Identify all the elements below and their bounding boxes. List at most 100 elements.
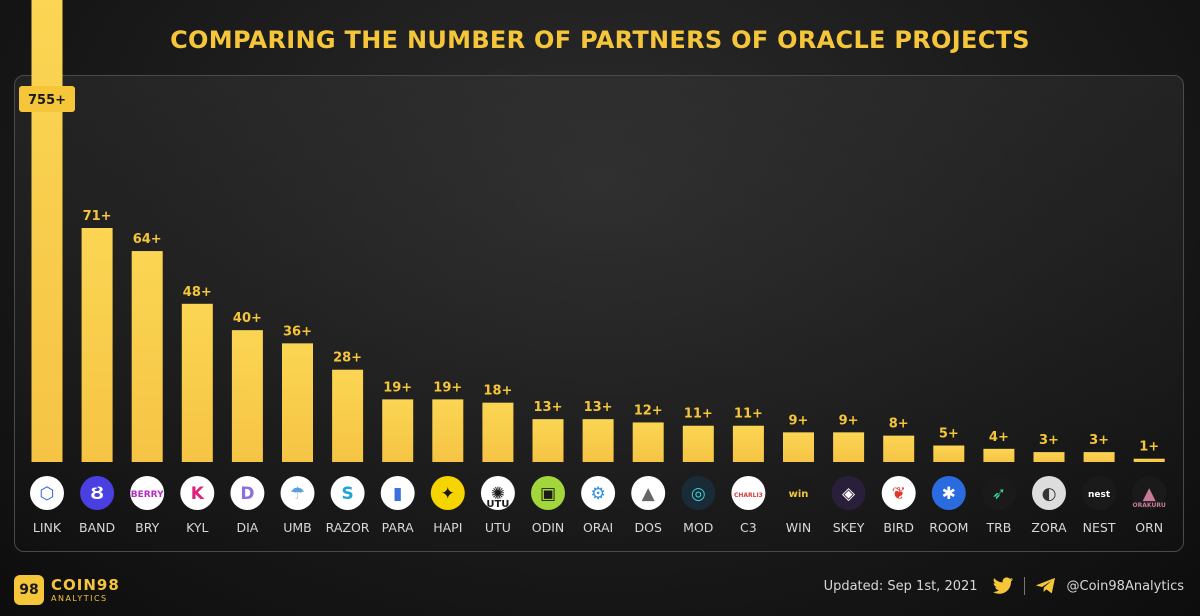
bar-win [783,432,814,462]
tick-label-dia: DIA [236,520,258,535]
data-label-trb: 4+ [989,430,1009,445]
dia-glyph: D [240,484,254,504]
nest-icon [1082,476,1117,510]
footer-info: Updated: Sep 1st, 2021 @Coin98Analytics [824,577,1184,595]
bar-link [31,0,63,462]
bar-zora [1033,452,1065,462]
handle: @Coin98Analytics [1066,578,1184,594]
orai-glyph: ⚙ [590,484,605,504]
tick-label-odin: ODIN [532,520,565,535]
data-label-room: 5+ [939,427,959,442]
wink-wordmark: win [789,489,809,500]
para-glyph: ▮ [393,484,402,504]
hapi-icon [430,476,465,510]
utu-icon [480,476,515,510]
kylin-icon [180,476,215,510]
data-label-band: 71+ [83,209,112,224]
tick-label-orai: ORAI [583,520,613,535]
zora-glyph: ◐ [1042,484,1057,504]
twitter-icon[interactable] [992,577,1014,595]
data-label-utu: 18+ [483,384,512,399]
bar-band [81,228,113,462]
bar-utu [482,402,514,462]
utu-glyph: ✺ [491,484,505,504]
data-label-link: 755+ [28,93,66,108]
tick-label-razor: RAZOR [326,520,370,535]
bar-trb [983,448,1015,462]
bar-mod [682,425,714,462]
bar-dos [632,422,664,462]
mod-glyph: ◎ [691,484,706,504]
telegram-icon[interactable] [1035,577,1057,595]
bar-c3 [732,425,764,462]
wink-icon [781,476,816,510]
berry-wordmark: BERRY [131,490,164,500]
bar-nest [1083,452,1115,462]
bar-bry [131,251,163,462]
para-icon [380,476,415,510]
tick-label-utu: UTU [485,520,511,535]
utu-wordmark: UTU [486,499,509,510]
chainlink-glyph: ⬡ [40,484,55,504]
skey-icon [831,476,866,510]
charli3-wordmark: CHARLI3 [734,492,763,499]
bar-kyl [181,303,213,462]
data-label-orai: 13+ [584,400,613,415]
data-label-orn: 1+ [1139,440,1159,455]
data-label-zora: 3+ [1039,433,1059,448]
tick-label-mod: MOD [683,520,713,535]
orakuru-icon [1132,476,1167,510]
footer-separator [1023,577,1025,595]
tick-label-band: BAND [79,520,115,535]
room-glyph: ✱ [942,484,956,504]
razor-glyph: S [341,484,353,504]
tellor-icon [981,476,1016,510]
umbrella-glyph: ☂ [290,484,305,504]
bar-skey [833,432,865,462]
chart-title: COMPARING THE NUMBER OF PARTNERS OF ORAC… [170,26,1030,54]
tick-label-win: WIN [786,520,811,535]
tick-label-bry: BRY [135,520,159,535]
data-label-kyl: 48+ [183,285,212,300]
outlier-label-box [19,86,75,112]
bar-razor [332,369,364,462]
tick-label-trb: TRB [985,520,1011,535]
orakuru-wordmark: ORAKURU [1133,502,1166,509]
tick-label-c3: C3 [740,520,757,535]
tick-label-orn: ORN [1135,520,1163,535]
berry-icon [130,476,165,510]
data-label-odin: 13+ [534,400,563,415]
brand-name: COIN98 [51,575,120,594]
tick-label-zora: ZORA [1031,520,1067,535]
data-label-bry: 64+ [133,232,162,247]
data-label-skey: 9+ [839,413,859,428]
hapi-glyph: ✦ [441,484,455,504]
bar-room [933,445,965,462]
bar-bird [883,435,915,462]
tick-label-kyl: KYL [186,520,208,535]
tellor-glyph: ➶ [992,484,1006,504]
band-glyph: Ȣ [90,484,104,504]
tick-label-umb: UMB [283,520,312,535]
chainlink-icon [30,476,64,510]
nest-wordmark: nest [1088,490,1111,500]
room-icon [931,476,966,510]
brand-logo: 98 COIN98 ANALYTICS [14,575,120,605]
zora-icon [1032,476,1066,510]
bird-glyph: ❦ [892,484,906,504]
tick-label-link: LINK [33,520,62,535]
kylin-glyph: K [191,484,205,504]
data-label-umb: 36+ [283,324,312,339]
bar-orn [1133,458,1165,462]
coin98-badge: 98 [14,575,44,605]
skey-glyph: ◈ [842,484,856,504]
tick-label-dos: DOS [634,520,661,535]
mod-icon [681,476,716,510]
dia-icon [230,476,265,510]
data-label-nest: 3+ [1089,433,1109,448]
orakuru-glyph: ▲ [1143,484,1157,504]
orai-icon [581,476,616,510]
data-label-c3: 11+ [734,407,763,422]
tick-label-skey: SKEY [833,520,865,535]
bar-dia [231,330,263,462]
